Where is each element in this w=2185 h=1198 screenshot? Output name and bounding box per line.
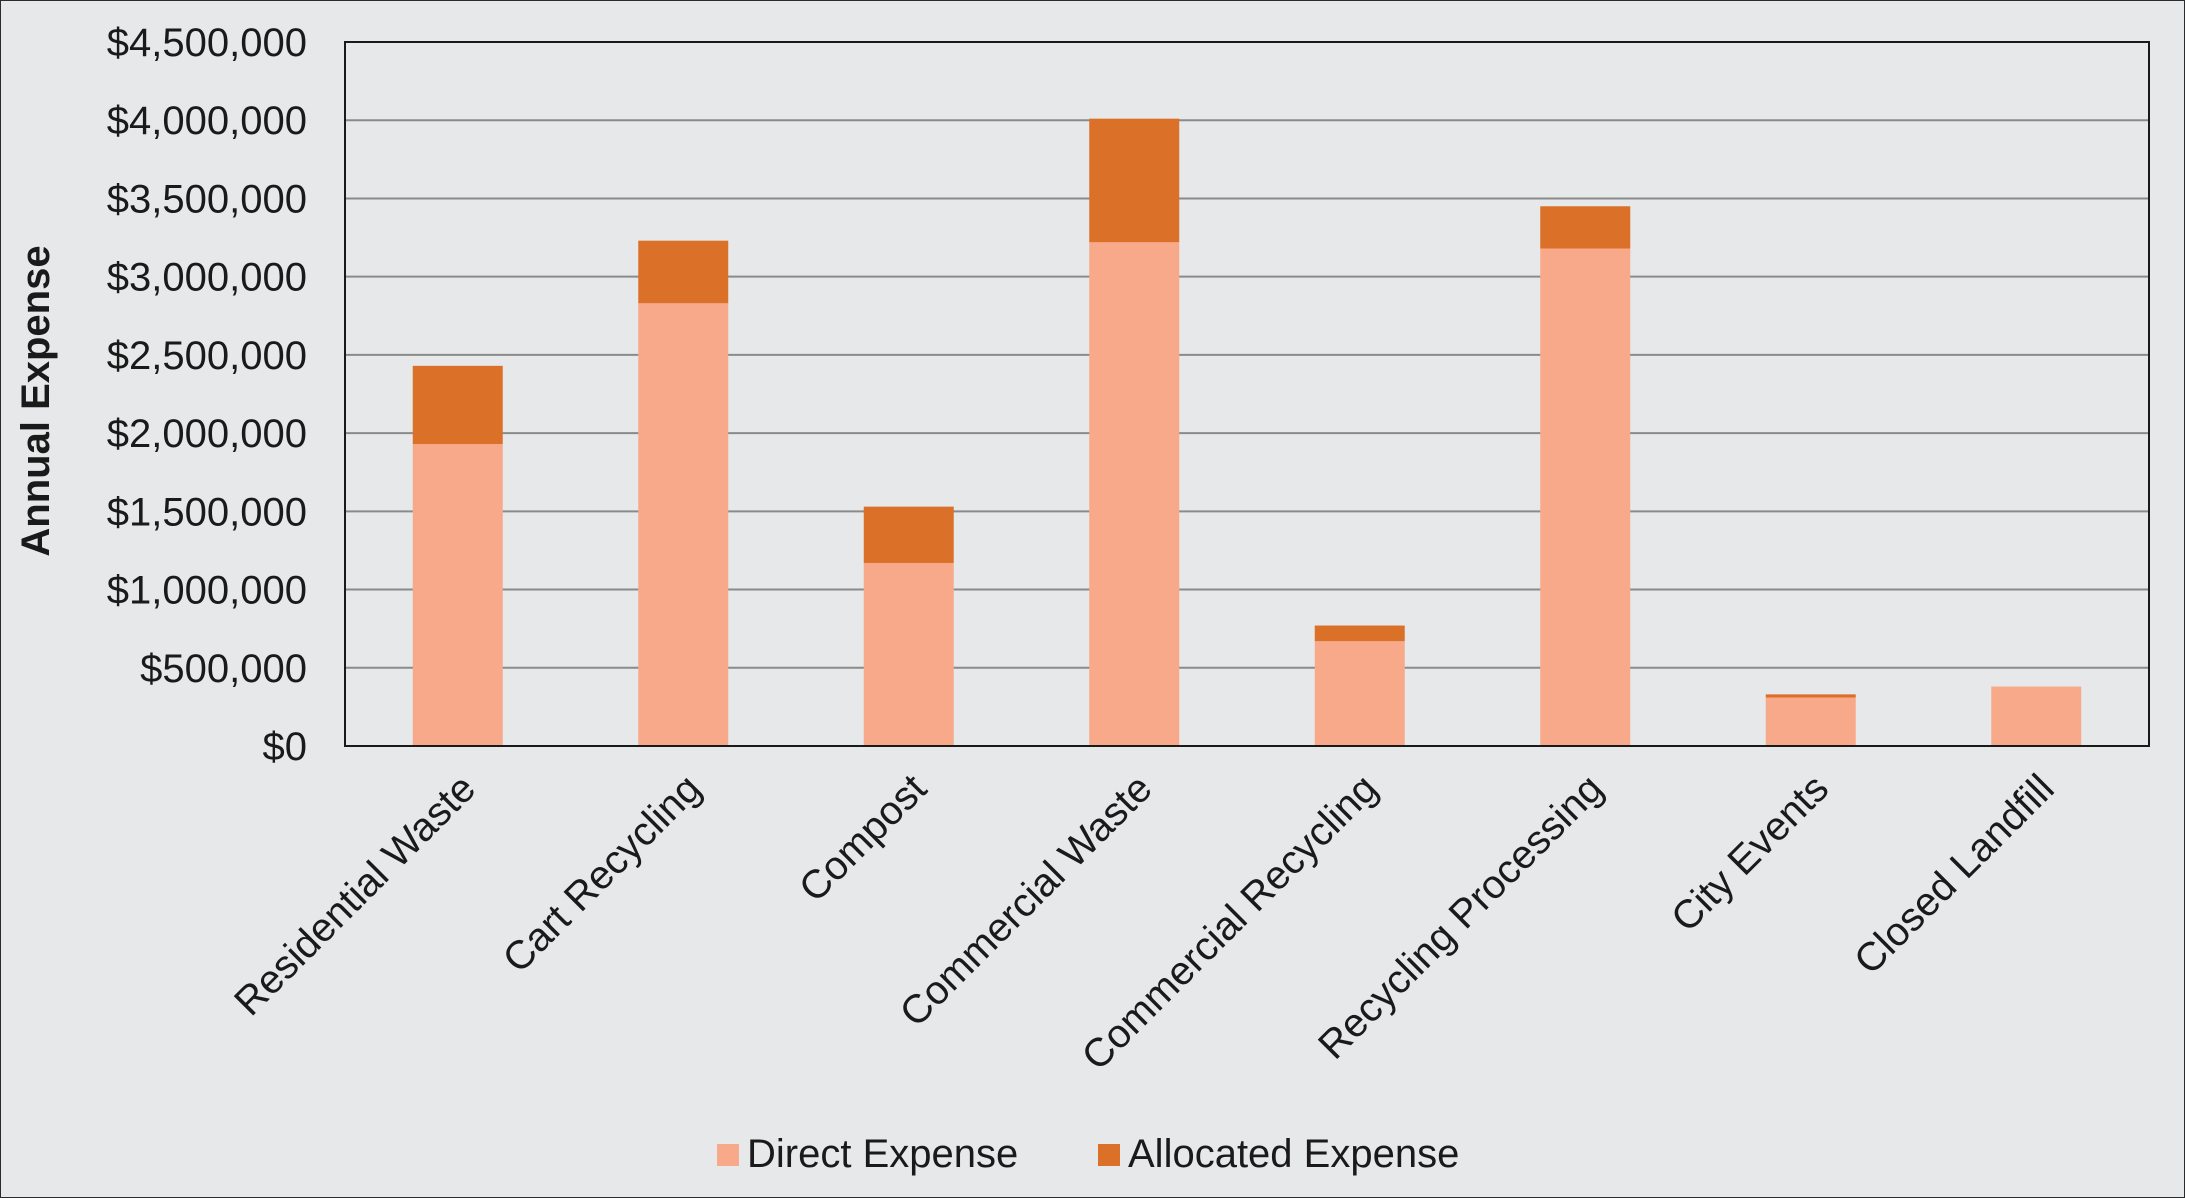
y-axis-title: Annual Expense xyxy=(14,245,58,556)
bar-direct-7 xyxy=(1991,686,2082,746)
y-tick-label: $4,500,000 xyxy=(107,21,307,65)
y-tick-label: $1,500,000 xyxy=(107,490,307,534)
bar-direct-0 xyxy=(412,444,503,746)
bar-allocated-2 xyxy=(863,506,954,563)
legend: Direct Expense Allocated Expense xyxy=(717,1132,1459,1176)
y-tick-label: $3,000,000 xyxy=(107,256,307,300)
y-tick-label: $1,000,000 xyxy=(107,569,307,613)
gridlines xyxy=(345,119,2149,669)
x-category-label: City Events xyxy=(1663,766,1837,940)
x-category-label: Compost xyxy=(791,766,935,910)
bar-allocated-0 xyxy=(412,365,503,445)
bar-direct-2 xyxy=(863,562,954,746)
bar-direct-1 xyxy=(638,303,729,746)
bars xyxy=(412,118,2082,747)
legend-swatch-allocated xyxy=(1098,1144,1120,1166)
bar-allocated-3 xyxy=(1089,118,1180,243)
bar-direct-3 xyxy=(1089,242,1180,746)
bar-allocated-1 xyxy=(638,240,729,304)
y-tick-label: $3,500,000 xyxy=(107,177,307,221)
x-category-label: Closed Landfill xyxy=(1846,766,2063,983)
bar-allocated-4 xyxy=(1314,625,1405,642)
legend-label-direct: Direct Expense xyxy=(747,1132,1018,1176)
bar-allocated-6 xyxy=(1765,694,1856,698)
y-tick-label: $2,500,000 xyxy=(107,334,307,378)
y-axis-tick-labels: $0 $500,000 $1,000,000 $1,500,000 $2,000,000… xyxy=(107,21,307,769)
x-axis-category-labels: Residential Waste Cart Recycling CompostCo… xyxy=(226,766,2063,1078)
x-category-label: Commercial Waste xyxy=(892,766,1161,1035)
legend-swatch-direct xyxy=(717,1144,739,1166)
y-tick-label: $0 xyxy=(263,725,308,769)
bar-direct-5 xyxy=(1540,248,1631,747)
bar-direct-6 xyxy=(1765,697,1856,746)
y-tick-label: $4,000,000 xyxy=(107,99,307,143)
bar-direct-4 xyxy=(1314,641,1405,746)
legend-label-allocated: Allocated Expense xyxy=(1128,1132,1459,1176)
x-category-label: Residential Waste xyxy=(226,766,484,1024)
plot-area-frame xyxy=(344,41,2150,747)
bar-allocated-5 xyxy=(1540,206,1631,249)
y-tick-label: $2,000,000 xyxy=(107,412,307,456)
x-category-label: Cart Recycling xyxy=(495,766,710,981)
y-tick-label: $500,000 xyxy=(140,647,307,691)
